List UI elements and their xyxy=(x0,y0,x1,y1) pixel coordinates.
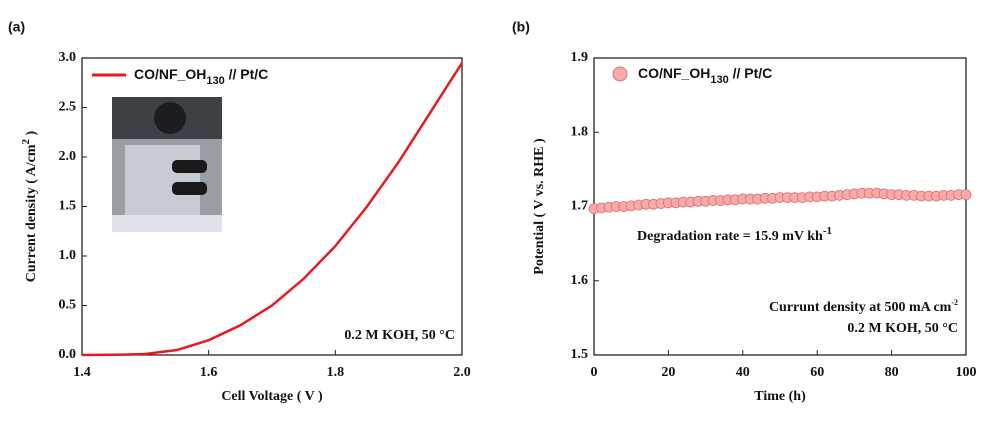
text-part: Currunt density at 500 mA cm xyxy=(769,300,952,315)
text-part: Degradation rate = 15.9 mV kh xyxy=(637,229,823,244)
text-part: CO/NF_OH xyxy=(638,65,710,81)
panel-label: (b) xyxy=(512,19,530,35)
y-tick-label: 1.9 xyxy=(571,50,589,65)
y-tick-label: 1.5 xyxy=(59,199,77,214)
text-part: Potential ( V vs. RHE ) xyxy=(532,138,547,275)
panel-label: (a) xyxy=(8,19,25,35)
annotation: 0.2 M KOH, 50 °C xyxy=(344,328,455,343)
x-tick-label: 1.4 xyxy=(73,365,91,380)
annotation: Degradation rate = 15.9 mV kh-1 xyxy=(637,225,832,245)
x-tick-label: 0 xyxy=(591,365,598,380)
text-part: 0.2 M KOH, 50 °C xyxy=(847,321,958,336)
superscript: -1 xyxy=(823,225,832,237)
annotation: 0.2 M KOH, 50 °C xyxy=(847,321,958,336)
y-tick-label: 2.0 xyxy=(59,149,77,164)
y-tick-label: 1.8 xyxy=(571,124,589,139)
y-tick-label: 1.7 xyxy=(571,199,589,214)
x-tick-label: 1.6 xyxy=(200,365,218,380)
y-tick-label: 0.0 xyxy=(59,347,77,362)
text-part: // Pt/C xyxy=(225,66,269,82)
x-tick-label: 60 xyxy=(810,365,824,380)
y-tick-label: 1.6 xyxy=(571,273,589,288)
y-tick-label: 1.5 xyxy=(571,347,589,362)
x-axis-label: Time (h) xyxy=(754,389,806,404)
subscript: 130 xyxy=(710,74,728,86)
legend-label: CO/NF_OH130 // Pt/C xyxy=(134,66,268,87)
text-part: CO/NF_OH xyxy=(134,66,206,82)
text-part: ) xyxy=(24,130,39,139)
y-tick-label: 1.0 xyxy=(59,248,77,263)
x-tick-label: 1.8 xyxy=(327,365,345,380)
text-part: Current density ( A/cm xyxy=(24,144,39,282)
legend-label: CO/NF_OH130 // Pt/C xyxy=(638,65,772,86)
data-line xyxy=(81,62,464,357)
text-part: 0.2 M KOH, 50 °C xyxy=(344,328,455,343)
x-axis-label: Cell Voltage ( V ) xyxy=(221,389,323,404)
annotation: Currunt density at 500 mA cm-2 xyxy=(769,298,958,315)
y-axis-label: Current density ( A/cm2 ) xyxy=(20,130,40,282)
y-tick-label: 2.5 xyxy=(59,100,77,115)
x-tick-label: 20 xyxy=(661,365,675,380)
text-part: // Pt/C xyxy=(729,65,773,81)
legend-swatch xyxy=(612,66,628,82)
x-tick-label: 40 xyxy=(736,365,750,380)
text-part: Cell Voltage ( V ) xyxy=(221,389,323,404)
y-tick-label: 0.5 xyxy=(59,298,77,313)
x-tick-label: 80 xyxy=(885,365,899,380)
superscript: 2 xyxy=(20,138,32,144)
superscript: -2 xyxy=(951,298,958,307)
inset-photo xyxy=(112,97,222,232)
y-tick-label: 3.0 xyxy=(59,50,77,65)
data-point xyxy=(960,189,972,201)
y-axis-label: Potential ( V vs. RHE ) xyxy=(532,138,547,275)
text-part: Time (h) xyxy=(754,389,806,404)
x-tick-label: 100 xyxy=(956,365,977,380)
x-tick-label: 2.0 xyxy=(453,365,471,380)
subscript: 130 xyxy=(206,75,224,87)
